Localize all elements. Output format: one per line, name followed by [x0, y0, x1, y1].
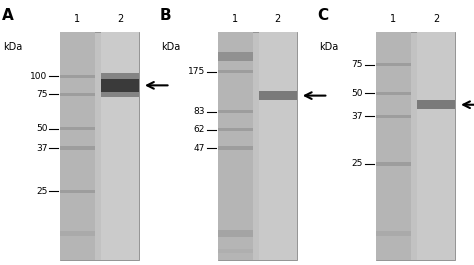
Bar [60, 127, 95, 130]
Text: kDa: kDa [3, 42, 22, 52]
Text: C: C [317, 8, 328, 23]
Text: 1: 1 [74, 14, 81, 24]
Text: 1: 1 [232, 14, 238, 24]
Bar [376, 32, 410, 260]
Text: 2: 2 [117, 14, 123, 24]
Text: kDa: kDa [161, 42, 180, 52]
Bar [60, 231, 95, 236]
Text: 37: 37 [352, 112, 363, 121]
Text: kDa: kDa [319, 42, 338, 52]
Bar [101, 32, 139, 260]
Bar [218, 52, 253, 61]
Text: 25: 25 [36, 187, 47, 196]
Bar [218, 110, 253, 113]
Text: 83: 83 [194, 107, 205, 116]
Bar [60, 75, 95, 78]
Bar [218, 70, 253, 73]
Text: 2: 2 [274, 14, 281, 24]
Bar [60, 32, 95, 260]
Bar [218, 32, 253, 260]
Bar [417, 32, 455, 260]
Bar [101, 73, 139, 97]
Text: 75: 75 [352, 60, 363, 69]
Text: 175: 175 [188, 67, 205, 76]
Bar [376, 162, 410, 166]
Bar [60, 190, 95, 193]
Bar [218, 231, 253, 237]
Bar [218, 128, 253, 131]
Bar [218, 147, 253, 150]
Text: 1: 1 [390, 14, 396, 24]
Bar [376, 114, 410, 118]
Text: 50: 50 [352, 89, 363, 98]
Text: B: B [159, 8, 171, 23]
Bar [218, 32, 297, 260]
Text: 50: 50 [36, 124, 47, 133]
Bar [101, 78, 139, 92]
Text: 25: 25 [352, 160, 363, 169]
Bar [376, 63, 410, 67]
Text: A: A [1, 8, 13, 23]
Bar [60, 32, 139, 260]
Text: 62: 62 [194, 125, 205, 134]
Bar [376, 32, 455, 260]
Bar [60, 147, 95, 150]
Bar [60, 93, 95, 96]
Bar [259, 32, 297, 260]
Bar [259, 91, 297, 100]
Bar [417, 100, 455, 109]
Bar [218, 249, 253, 253]
Text: 37: 37 [36, 144, 47, 153]
Text: 2: 2 [433, 14, 439, 24]
Text: 47: 47 [194, 144, 205, 153]
Bar [376, 92, 410, 95]
Bar [376, 231, 410, 236]
Text: 75: 75 [36, 90, 47, 99]
Text: 100: 100 [30, 72, 47, 81]
